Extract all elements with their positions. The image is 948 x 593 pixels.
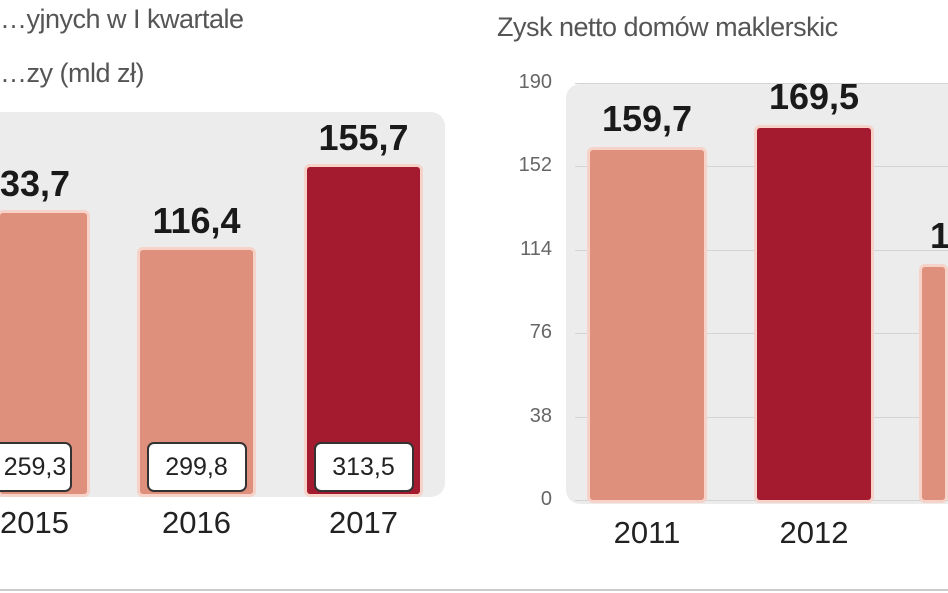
value-label: 159,7 xyxy=(601,97,693,139)
bar xyxy=(757,127,871,500)
gridline xyxy=(575,500,948,501)
value-label: 1 xyxy=(930,215,948,257)
inner-value-label: 299,8 xyxy=(146,442,247,492)
x-tick-label: 2016 xyxy=(162,505,231,540)
value-label: 116,4 xyxy=(152,199,241,241)
y-tick-label: 0 xyxy=(540,488,552,510)
x-tick-label: 2017 xyxy=(329,505,398,540)
y-tick-label: 152 xyxy=(518,154,552,177)
y-tick-label: 190 xyxy=(518,71,552,93)
bar xyxy=(922,267,945,500)
value-label: 169,5 xyxy=(768,75,860,117)
left-chart-subtitle: …zy (mld zł) xyxy=(0,58,145,88)
x-tick-label: 2011 xyxy=(613,515,681,550)
y-tick-label: 114 xyxy=(520,237,552,260)
left-chart-title: …yjnych w I kwartale xyxy=(0,4,244,34)
y-tick-label: 38 xyxy=(529,404,552,427)
y-tick-label: 76 xyxy=(529,321,552,344)
bar xyxy=(307,167,420,494)
x-tick-label: 2012 xyxy=(779,515,849,550)
inner-value-label: 259,3 xyxy=(0,442,72,492)
bottom-divider xyxy=(0,589,948,591)
right-chart-title: Zysk netto domów maklerskic xyxy=(497,12,838,42)
value-label: 155,7 xyxy=(318,117,409,159)
inner-value-label: 313,5 xyxy=(313,442,414,492)
x-tick-label: 2015 xyxy=(0,505,69,540)
gridline xyxy=(575,83,948,84)
value-label: 33,7 xyxy=(0,163,71,205)
bar xyxy=(590,149,704,500)
